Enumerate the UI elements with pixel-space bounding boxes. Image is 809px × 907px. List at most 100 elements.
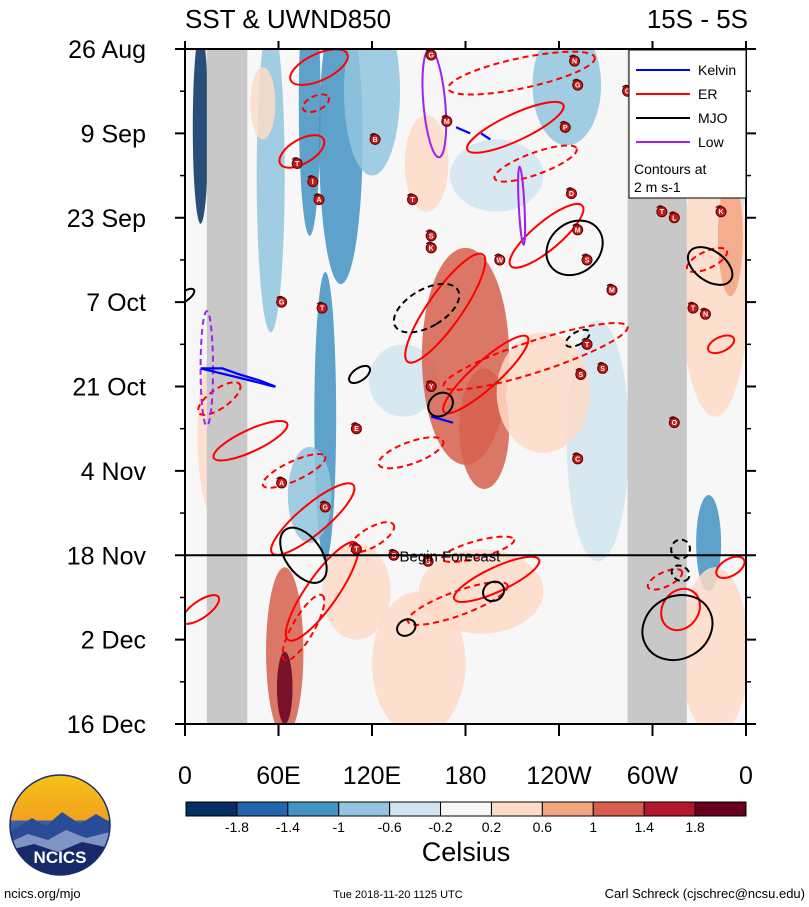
tc-swirl-icon — [316, 301, 324, 305]
tc-swirl-icon — [350, 422, 358, 426]
tc-swirl-icon — [369, 133, 377, 136]
legend-label-er: ER — [698, 86, 717, 102]
y-tick-label: 26 Aug — [68, 36, 146, 64]
sst-patch — [343, 49, 401, 176]
mjo-contour — [427, 391, 454, 418]
tc-marker-label: G — [323, 505, 329, 512]
colorbar: -1.8 -1.4 -1 -0.6 -0.2 0.2 0.6 1 1.4 1.8 — [185, 801, 747, 835]
er-contour — [685, 246, 729, 273]
er-contour — [197, 381, 242, 416]
tc-swirl-icon — [559, 120, 567, 124]
colorbar-label: -1.4 — [276, 819, 300, 835]
tc-marker-label: T — [354, 547, 359, 554]
footer-author: Carl Schreck (cjschrec@ncsu.edu) — [605, 886, 805, 901]
axes: 26 Aug 9 Sep 23 Sep 7 Oct 21 Oct 4 Nov 18 Nov 2… — [67, 36, 756, 790]
tc-marker-label: L — [672, 215, 677, 222]
tc-swirl-icon — [606, 283, 614, 287]
tc-marker-label: T — [320, 306, 325, 313]
tc-marker: N — [699, 307, 711, 320]
sst-patch — [404, 115, 449, 212]
er-contour — [270, 482, 356, 556]
tc-swirl-icon — [668, 211, 676, 215]
legend-label-kelvin: Kelvin — [698, 62, 736, 78]
er-contour — [452, 555, 541, 603]
tc-marker-label: T — [585, 342, 590, 349]
colorbar-unit-label: Celsius — [422, 837, 511, 867]
tc-marker: P — [559, 120, 571, 133]
er-contour — [377, 436, 445, 470]
tc-marker-label: K — [429, 245, 434, 252]
tc-marker-label: G — [279, 300, 285, 307]
tc-marker-label: A — [279, 480, 284, 487]
legend-label-low: Low — [698, 134, 725, 150]
tc-marker-label: N — [572, 59, 577, 66]
tc-marker: D — [565, 187, 577, 200]
colorbar-label: 0.2 — [482, 819, 502, 835]
mjo-contour — [686, 246, 734, 286]
tc-marker-label: N — [703, 312, 708, 319]
x-tick-label: 120W — [526, 762, 592, 790]
sst-patch — [256, 49, 285, 333]
tc-marker: G — [425, 49, 437, 61]
tc-marker-label: W — [496, 257, 503, 264]
tc-marker-label: T — [691, 306, 696, 313]
tc-swirl-icon — [566, 187, 573, 191]
tc-marker: M — [606, 283, 618, 296]
y-tick-label: 4 Nov — [81, 458, 147, 486]
legend-label-mjo: MJO — [698, 110, 728, 126]
colorbar-swatch — [440, 801, 492, 817]
tc-marker: E — [350, 422, 362, 435]
sst-patch — [250, 67, 276, 140]
kelvin-contour — [430, 415, 454, 424]
colorbar-swatch — [236, 801, 289, 817]
colorbar-swatch — [643, 801, 696, 817]
legend-note-line1: Contours at — [634, 161, 706, 177]
er-contour — [508, 202, 585, 269]
sst-patch — [459, 368, 510, 489]
tc-marker-label: A — [316, 197, 321, 204]
colorbar-label: -1 — [333, 819, 346, 835]
legend: Kelvin ER MJO Low Contours at 2 m s-1 — [628, 49, 747, 199]
tc-marker: M — [572, 223, 584, 236]
er-contour — [404, 252, 487, 364]
tc-marker: T — [407, 193, 419, 206]
tc-swirl-icon — [291, 157, 299, 160]
tc-marker-label: I — [312, 179, 314, 186]
tc-marker: L — [668, 211, 680, 224]
tc-marker: G — [572, 78, 584, 91]
x-tick-label: 0 — [739, 762, 753, 790]
mjo-contour — [392, 282, 461, 334]
tc-swirl-icon — [715, 205, 723, 209]
website-link[interactable]: ncics.org/mjo — [4, 886, 81, 901]
tc-marker: K — [715, 205, 727, 218]
tc-marker: T — [316, 301, 328, 314]
er-contour — [646, 568, 684, 591]
tc-swirl-icon — [494, 253, 502, 257]
colorbar-label: -0.6 — [378, 819, 402, 835]
tc-marker-label: K — [719, 209, 724, 216]
er-contour — [466, 100, 565, 154]
er-contour — [406, 581, 509, 626]
kelvin-contour — [200, 367, 276, 388]
sst-patch — [717, 175, 743, 297]
tc-marker-label: E — [354, 426, 359, 433]
tc-marker-label: T — [410, 197, 415, 204]
tc-marker-label: M — [609, 288, 615, 295]
y-tick-label: 18 Nov — [67, 542, 147, 570]
y-tick-label: 23 Sep — [67, 205, 146, 233]
er-contour — [301, 93, 330, 114]
tc-marker: T — [350, 542, 362, 555]
tc-marker-label: P — [563, 125, 568, 132]
sst-patch — [372, 591, 466, 724]
tc-swirl-icon — [575, 368, 583, 371]
er-contour — [212, 419, 289, 462]
er-contour — [442, 334, 530, 415]
colorbar-label: -0.2 — [428, 819, 452, 835]
tc-swirl-icon — [572, 452, 580, 456]
tc-swirl-icon — [597, 362, 604, 365]
tc-marker-label: T — [660, 209, 665, 216]
er-contour — [706, 334, 736, 355]
region-label: 15S - 5S — [647, 4, 748, 34]
tropical-cyclone-markers: GNGGMPBTIDATTLKMSKWSMTNGTTSSYEOCAGTSS — [276, 49, 727, 567]
mjo-contour — [564, 328, 591, 348]
